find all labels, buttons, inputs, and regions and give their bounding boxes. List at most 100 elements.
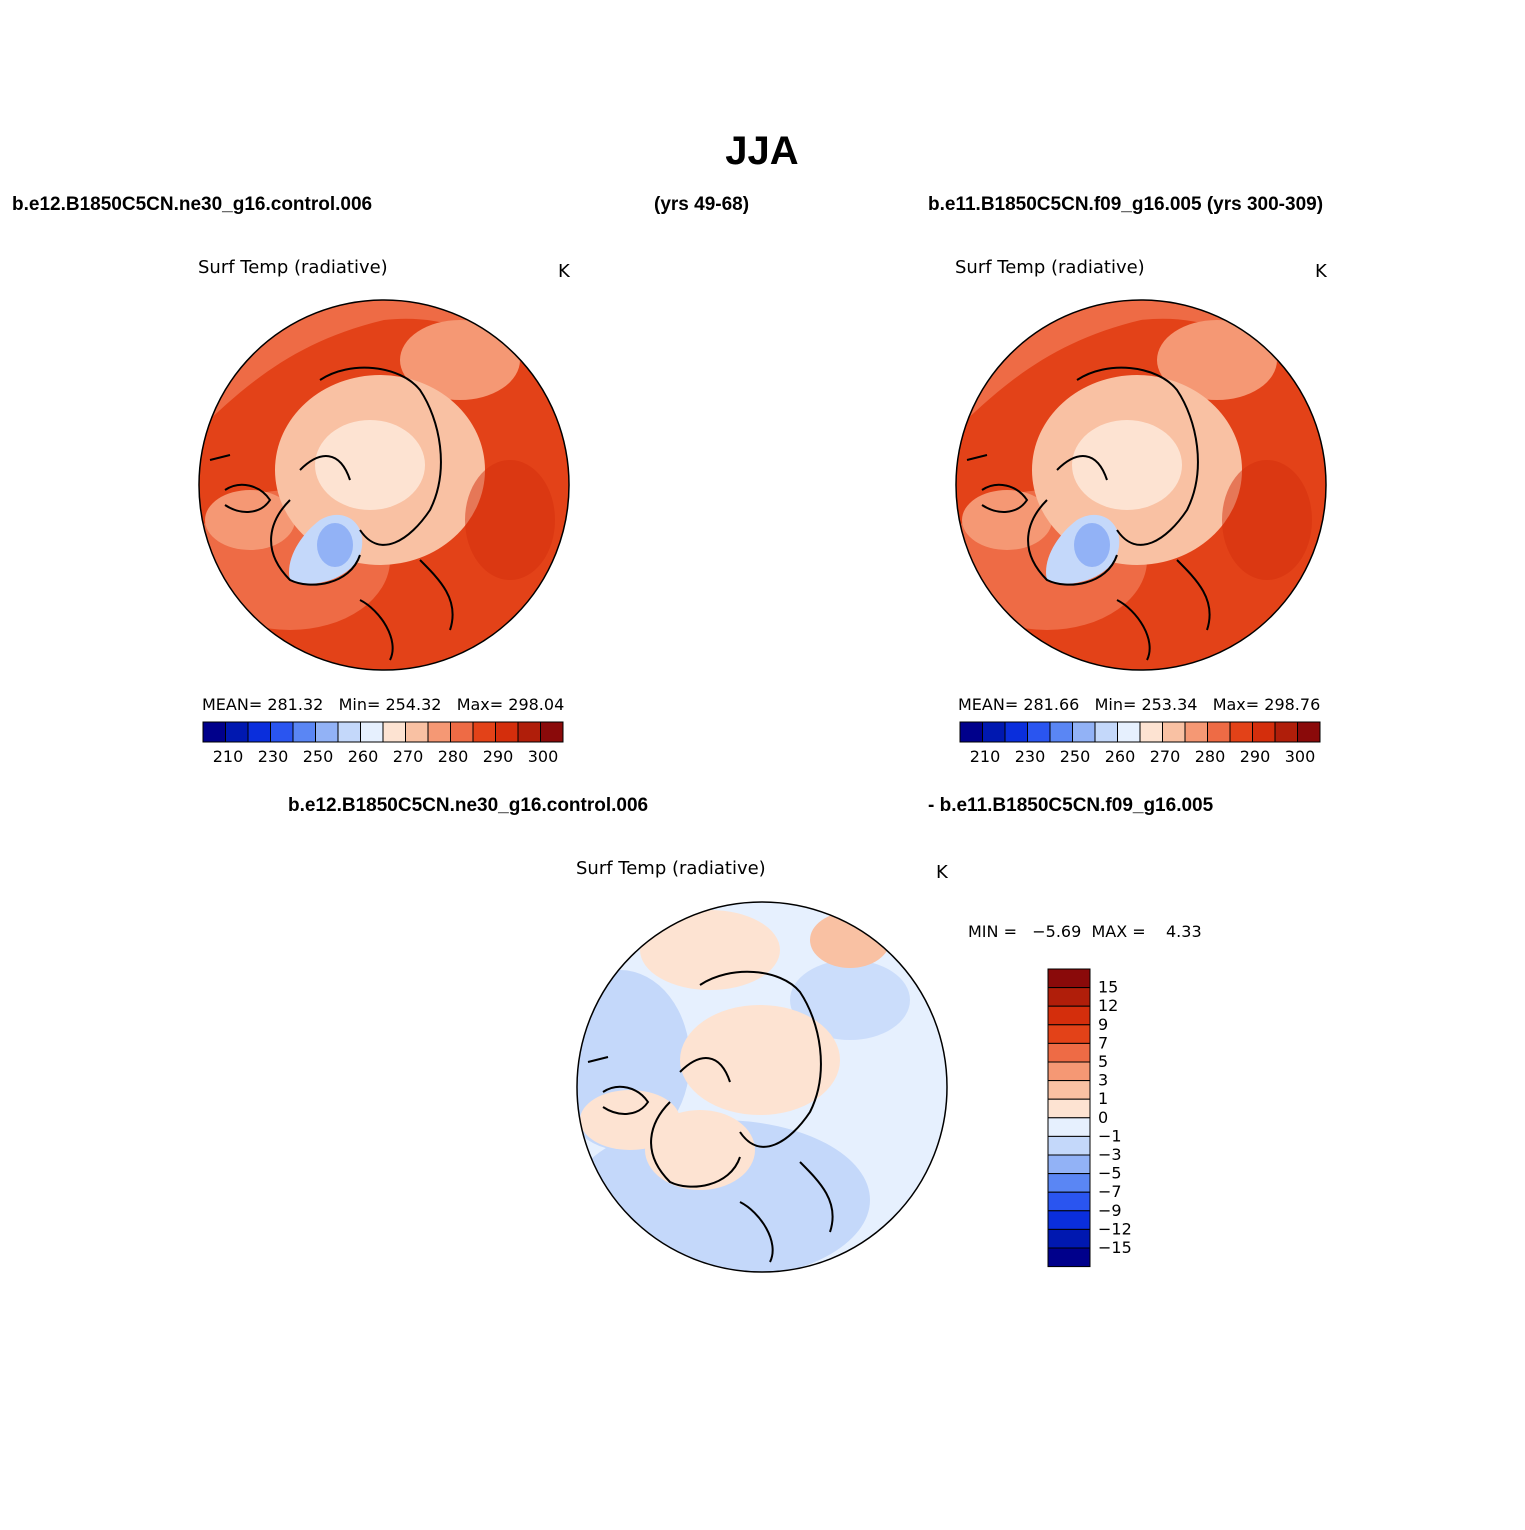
case1-colorbar-swatch xyxy=(337,721,361,743)
diff-colorbar-tick-label: 7 xyxy=(1098,1033,1108,1052)
case2-colorbar-swatch xyxy=(1162,721,1186,743)
case1-colorbar-tick-label: 270 xyxy=(393,747,424,766)
panel-case1-colorbar: 210 230 250 260 270 280 290 300 xyxy=(202,721,564,766)
diff-colorbar-swatch xyxy=(1047,1210,1091,1230)
diff-colorbar-swatch xyxy=(1047,1191,1091,1212)
case1-colorbar-swatch xyxy=(427,721,451,743)
diff-colorbar-tick-label: −15 xyxy=(1098,1238,1132,1257)
panel-case1-variable: Surf Temp (radiative) xyxy=(198,257,388,278)
case1-colorbar-swatch xyxy=(405,721,429,743)
case1-colorbar-swatch xyxy=(495,721,519,743)
case1-colorbar-swatch xyxy=(360,721,384,743)
case1-colorbar-swatch xyxy=(225,721,249,743)
case2-colorbar-swatch xyxy=(1027,721,1051,743)
case1-colorbar-tick-label: 280 xyxy=(438,747,469,766)
case1-colorbar-swatch xyxy=(382,721,406,743)
case2-colorbar-swatch xyxy=(1117,721,1141,743)
diff-colorbar-swatch xyxy=(1047,1042,1091,1063)
case2-header: b.e11.B1850C5CN.f09_g16.005 (yrs 300-309… xyxy=(928,194,1323,215)
case2-colorbar-swatch xyxy=(959,721,983,743)
panel-case1-stats: MEAN= 281.32 Min= 254.32 Max= 298.04 xyxy=(202,695,564,714)
panel-diff-variable: Surf Temp (radiative) xyxy=(576,858,766,879)
case2-colorbar-tick-label: 300 xyxy=(1285,747,1316,766)
case1-colorbar-tick-label: 290 xyxy=(483,747,514,766)
case2-colorbar-tick-label: 290 xyxy=(1240,747,1271,766)
case1-colorbar-swatch xyxy=(450,721,474,743)
case2-colorbar-swatch xyxy=(982,721,1006,743)
case1-colorbar-tick-label: 250 xyxy=(303,747,334,766)
diff-colorbar-tick-label: 1 xyxy=(1098,1089,1108,1108)
case1-colorbar-swatch xyxy=(202,721,226,743)
diff-colorbar-swatch xyxy=(1047,1005,1091,1026)
panel-case2-units: K xyxy=(1315,261,1328,282)
diff-colorbar-tick-label: 0 xyxy=(1098,1108,1108,1127)
panel-case2-stats: MEAN= 281.66 Min= 253.34 Max= 298.76 xyxy=(958,695,1320,714)
diff-colorbar-swatch xyxy=(1047,1098,1091,1119)
diff-colorbar-tick-label: −5 xyxy=(1098,1164,1122,1183)
case2-colorbar-swatch xyxy=(1094,721,1118,743)
case1-header: b.e12.B1850C5CN.ne30_g16.control.006 xyxy=(12,194,372,215)
diff-header-case1: b.e12.B1850C5CN.ne30_g16.control.006 xyxy=(288,795,648,816)
case2-colorbar-swatch xyxy=(1049,721,1073,743)
diff-colorbar-swatch xyxy=(1047,1024,1091,1044)
diff-colorbar-swatch xyxy=(1047,1080,1091,1100)
case2-colorbar-swatch xyxy=(1274,721,1298,743)
diff-colorbar-tick-label: 12 xyxy=(1098,996,1118,1015)
case2-colorbar-tick-label: 260 xyxy=(1105,747,1136,766)
case2-colorbar-swatch xyxy=(1297,721,1321,743)
case2-colorbar-tick-label: 230 xyxy=(1015,747,1046,766)
panel-case2-map xyxy=(955,299,1327,671)
case1-colorbar-swatch xyxy=(540,721,564,743)
diff-colorbar-swatch xyxy=(1047,1117,1091,1137)
case1-colorbar-tick-label: 260 xyxy=(348,747,379,766)
diff-colorbar-tick-label: −7 xyxy=(1098,1182,1122,1201)
case1-colorbar-tick-label: 300 xyxy=(528,747,559,766)
panel-case2-colorbar: 210 230 250 260 270 280 290 300 xyxy=(959,721,1321,766)
diff-colorbar-swatch xyxy=(1047,1061,1091,1082)
case1-colorbar-swatch xyxy=(472,721,496,743)
diff-colorbar-tick-label: −1 xyxy=(1098,1126,1122,1145)
case1-colorbar-tick-label: 230 xyxy=(258,747,289,766)
diff-colorbar-tick-label: 15 xyxy=(1098,978,1118,997)
case2-colorbar-swatch xyxy=(1229,721,1253,743)
diff-colorbar-swatch xyxy=(1047,1228,1091,1249)
diff-colorbar-tick-label: 3 xyxy=(1098,1071,1108,1090)
diff-colorbar-swatch xyxy=(1047,1154,1091,1175)
diff-colorbar-swatch xyxy=(1047,1247,1091,1268)
main-title: JJA xyxy=(725,129,798,173)
diff-colorbar-tick-label: −12 xyxy=(1098,1219,1132,1238)
case1-colorbar-swatch xyxy=(270,721,294,743)
diff-header-case2: - b.e11.B1850C5CN.f09_g16.005 xyxy=(928,795,1214,816)
diff-colorbar-tick-label: −3 xyxy=(1098,1145,1122,1164)
diff-colorbar-swatch xyxy=(1047,1173,1091,1193)
case2-colorbar-swatch xyxy=(1072,721,1096,743)
diff-colorbar-tick-label: 5 xyxy=(1098,1052,1108,1071)
case2-colorbar-tick-label: 270 xyxy=(1150,747,1181,766)
case2-colorbar-swatch xyxy=(1252,721,1276,743)
case2-colorbar-tick-label: 250 xyxy=(1060,747,1091,766)
case2-colorbar-tick-label: 210 xyxy=(970,747,1001,766)
case1-colorbar-swatch xyxy=(292,721,316,743)
case2-colorbar-swatch xyxy=(1139,721,1163,743)
panel-case1-units: K xyxy=(558,261,571,282)
panel-diff-stats: MIN = −5.69 MAX = 4.33 xyxy=(968,922,1202,941)
case2-colorbar-tick-label: 280 xyxy=(1195,747,1226,766)
case1-colorbar-swatch xyxy=(247,721,271,743)
case1-colorbar-tick-label: 210 xyxy=(213,747,244,766)
case2-colorbar-swatch xyxy=(1004,721,1028,743)
case1-colorbar-swatch xyxy=(517,721,541,743)
panel-case1-map xyxy=(198,299,570,671)
case1-colorbar-swatch xyxy=(315,721,339,743)
case2-colorbar-swatch xyxy=(1207,721,1231,743)
panel-diff-map xyxy=(576,901,948,1273)
case1-years: (yrs 49-68) xyxy=(654,194,749,215)
panel-case2-variable: Surf Temp (radiative) xyxy=(955,257,1145,278)
case2-colorbar-swatch xyxy=(1184,721,1208,743)
panel-diff-units: K xyxy=(936,862,949,883)
diff-colorbar-swatch xyxy=(1047,1135,1091,1156)
diff-colorbar-swatch xyxy=(1047,968,1091,989)
diff-colorbar-tick-label: −9 xyxy=(1098,1201,1122,1220)
diff-colorbar-tick-label: 9 xyxy=(1098,1015,1108,1034)
